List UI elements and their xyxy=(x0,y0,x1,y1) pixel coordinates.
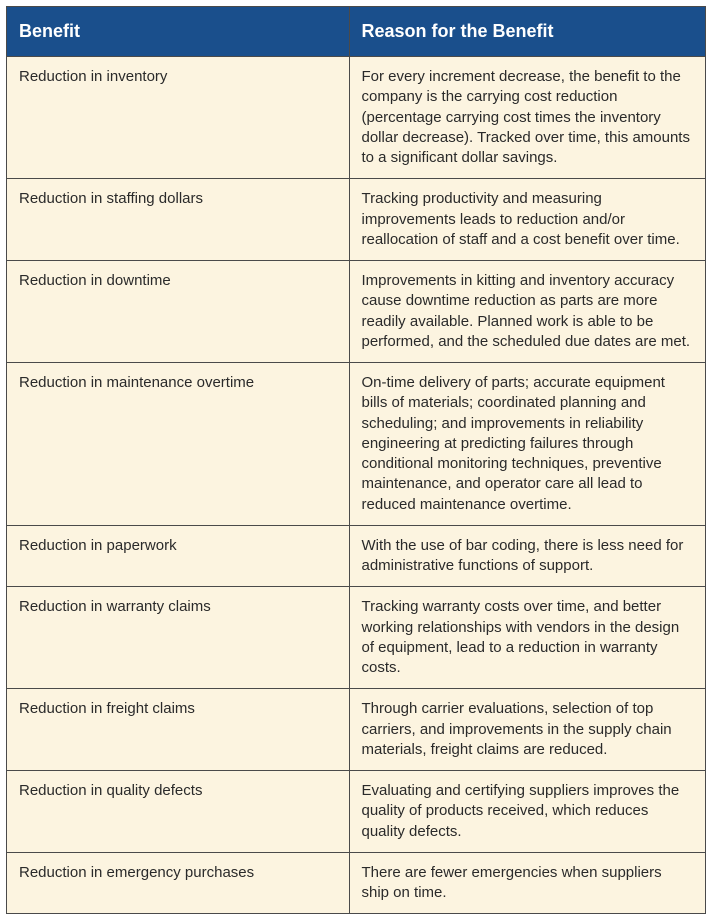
benefit-cell: Reduction in quality defects xyxy=(7,771,350,853)
reason-cell: Tracking productivity and measuring impr… xyxy=(349,179,706,261)
benefit-cell: Reduction in downtime xyxy=(7,261,350,363)
benefit-cell: Reduction in inventory xyxy=(7,57,350,179)
reason-cell: With the use of bar coding, there is les… xyxy=(349,525,706,587)
benefit-cell: Reduction in freight claims xyxy=(7,689,350,771)
table-row: Reduction in warranty claims Tracking wa… xyxy=(7,587,706,689)
table-row: Reduction in inventory For every increme… xyxy=(7,57,706,179)
benefit-cell: Reduction in paperwork xyxy=(7,525,350,587)
reason-cell: Tracking warranty costs over time, and b… xyxy=(349,587,706,689)
table-row: Reduction in downtime Improvements in ki… xyxy=(7,261,706,363)
table-row: Reduction in emergency purchases There a… xyxy=(7,852,706,914)
benefit-cell: Reduction in warranty claims xyxy=(7,587,350,689)
reason-cell: Improvements in kitting and inventory ac… xyxy=(349,261,706,363)
table-row: Reduction in staffing dollars Tracking p… xyxy=(7,179,706,261)
reason-cell: There are fewer emergencies when supplie… xyxy=(349,852,706,914)
reason-cell: Through carrier evaluations, selection o… xyxy=(349,689,706,771)
benefit-cell: Reduction in staffing dollars xyxy=(7,179,350,261)
table-row: Reduction in maintenance overtime On-tim… xyxy=(7,363,706,526)
table-row: Reduction in paperwork With the use of b… xyxy=(7,525,706,587)
benefit-cell: Reduction in emergency purchases xyxy=(7,852,350,914)
benefit-cell: Reduction in maintenance overtime xyxy=(7,363,350,526)
table-header-row: Benefit Reason for the Benefit xyxy=(7,7,706,57)
reason-cell: For every increment decrease, the benefi… xyxy=(349,57,706,179)
benefits-table: Benefit Reason for the Benefit Reduction… xyxy=(6,6,706,914)
col-header-reason: Reason for the Benefit xyxy=(349,7,706,57)
table-row: Reduction in freight claims Through carr… xyxy=(7,689,706,771)
reason-cell: Evaluating and certifying suppliers impr… xyxy=(349,771,706,853)
table-body: Reduction in inventory For every increme… xyxy=(7,57,706,914)
table-row: Reduction in quality defects Evaluating … xyxy=(7,771,706,853)
col-header-benefit: Benefit xyxy=(7,7,350,57)
reason-cell: On-time delivery of parts; accurate equi… xyxy=(349,363,706,526)
